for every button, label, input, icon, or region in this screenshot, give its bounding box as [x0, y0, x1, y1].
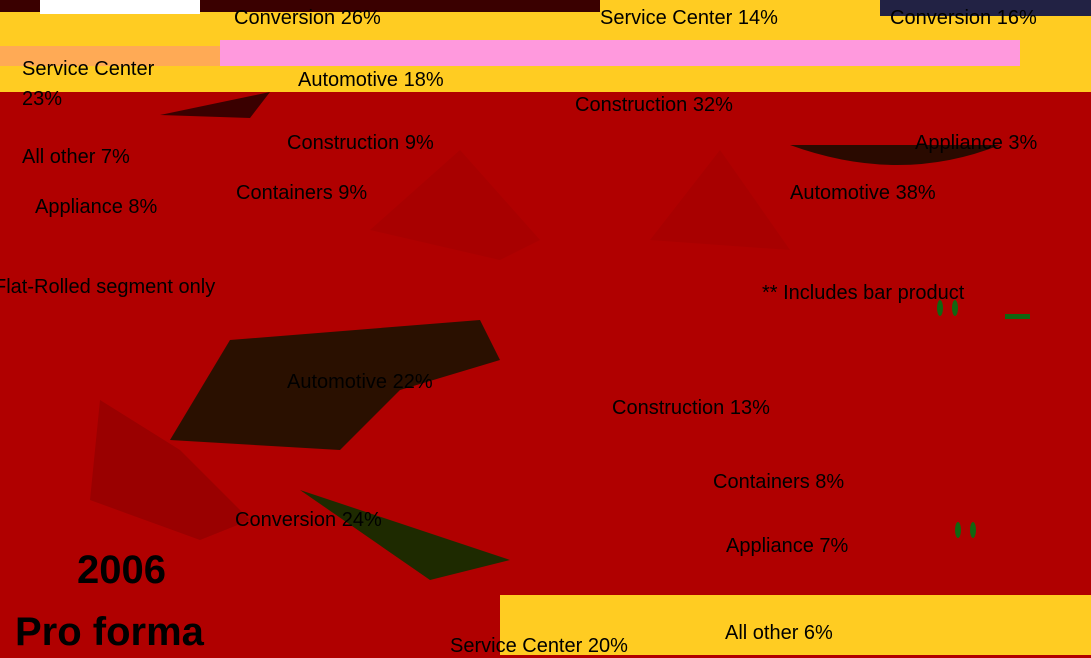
pie-label: Containers 8%	[713, 471, 845, 493]
pie-label: Service Center 20%	[450, 635, 628, 657]
pie-label: Service Center 23%	[22, 58, 155, 110]
pie-label: Construction 13%	[612, 397, 770, 419]
pie-label: Construction 9%	[287, 132, 434, 154]
footnote: Flat-Rolled segment only	[0, 276, 216, 298]
caption-title: Pro forma	[15, 610, 204, 654]
year-title: 2006	[77, 548, 166, 592]
pie-label: All other 6%	[725, 622, 833, 644]
pie-label: All other 7%	[22, 146, 130, 168]
pie-label: Conversion 26%	[234, 7, 381, 29]
pie-label: Appliance 7%	[726, 535, 849, 557]
pie-label: Automotive 22%	[287, 371, 433, 393]
pie-label: Construction 32%	[575, 94, 733, 116]
pie-label: Appliance 8%	[35, 196, 158, 218]
pie-label: Conversion 16%	[890, 7, 1037, 29]
footnote: ** Includes bar product	[762, 282, 965, 304]
pie-label: Conversion 24%	[235, 509, 382, 531]
pie-label: Appliance 3%	[915, 132, 1038, 154]
pie-label: Service Center 14%	[600, 7, 778, 29]
pie-label: Containers 9%	[236, 182, 368, 204]
pie-label: Automotive 18%	[298, 69, 444, 91]
pie-label: Automotive 38%	[790, 182, 936, 204]
